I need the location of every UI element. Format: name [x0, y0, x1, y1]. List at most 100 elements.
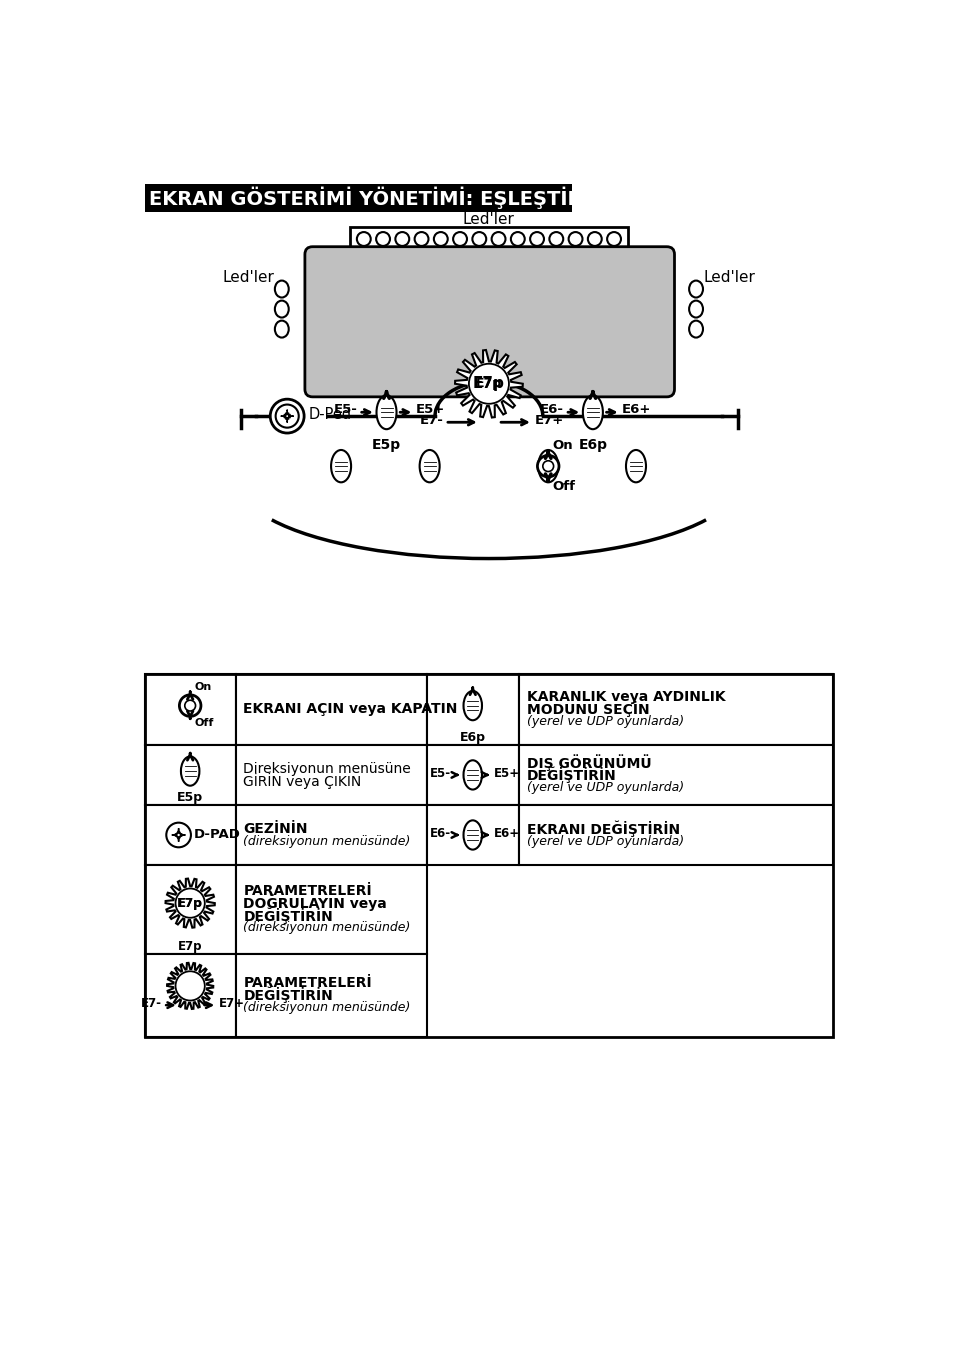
Text: (yerel ve UDP oyunlarda): (yerel ve UDP oyunlarda) — [526, 716, 683, 728]
Text: E5p: E5p — [372, 439, 400, 452]
Circle shape — [375, 232, 390, 246]
Bar — [145, 185, 572, 212]
Text: E6-: E6- — [539, 404, 563, 416]
Circle shape — [530, 232, 543, 246]
Text: Led'ler: Led'ler — [703, 270, 755, 285]
Text: E7p: E7p — [177, 896, 203, 910]
Polygon shape — [455, 350, 522, 417]
Circle shape — [185, 701, 195, 711]
Text: (direksiyonun menüsünde): (direksiyonun menüsünde) — [243, 834, 410, 848]
Text: KARANLIK veya AYDINLIK: KARANLIK veya AYDINLIK — [526, 690, 724, 705]
Ellipse shape — [419, 450, 439, 482]
Bar — [235, 865, 426, 953]
Circle shape — [166, 822, 191, 848]
Circle shape — [175, 971, 205, 1000]
Text: DOĞRULAYIN veya: DOĞRULAYIN veya — [243, 895, 387, 911]
Bar — [235, 674, 426, 745]
Text: GEZİNİN: GEZİNİN — [243, 822, 308, 836]
Text: DEĞİŞTİRİN: DEĞİŞTİRİN — [243, 907, 333, 923]
FancyBboxPatch shape — [305, 247, 674, 397]
Text: E6p: E6p — [578, 439, 607, 452]
Bar — [145, 805, 235, 865]
Text: PARAMETRELERİ: PARAMETRELERİ — [243, 884, 372, 898]
Text: (yerel ve UDP oyunlarda): (yerel ve UDP oyunlarda) — [526, 834, 683, 848]
Ellipse shape — [463, 691, 481, 721]
Bar — [518, 805, 832, 865]
Bar — [145, 674, 832, 1037]
Circle shape — [270, 400, 304, 433]
Text: D-Ped: D-Ped — [309, 408, 352, 423]
Circle shape — [175, 888, 205, 918]
Circle shape — [469, 363, 508, 404]
Text: E5-: E5- — [430, 767, 451, 780]
Ellipse shape — [688, 320, 702, 338]
Ellipse shape — [582, 396, 602, 429]
Text: E6+: E6+ — [494, 828, 520, 840]
Circle shape — [275, 405, 298, 428]
Circle shape — [537, 455, 558, 477]
Bar — [235, 805, 426, 865]
Text: D-PAD: D-PAD — [193, 829, 241, 841]
Text: PARAMETRELERİ: PARAMETRELERİ — [243, 976, 372, 990]
Text: EKRAN GÖSTERİMİ YÖNETİMİ: EŞLEŞTİRME: EKRAN GÖSTERİMİ YÖNETİMİ: EŞLEŞTİRME — [150, 186, 615, 209]
Ellipse shape — [274, 301, 289, 317]
Polygon shape — [167, 963, 213, 1008]
Bar — [426, 674, 518, 745]
Ellipse shape — [625, 450, 645, 482]
Bar — [426, 745, 518, 805]
Circle shape — [179, 695, 201, 717]
Text: E5+: E5+ — [416, 404, 444, 416]
Bar — [350, 227, 627, 251]
Text: MODUNU SEÇİN: MODUNU SEÇİN — [526, 702, 649, 717]
Circle shape — [606, 232, 620, 246]
Circle shape — [587, 232, 601, 246]
Text: E7p: E7p — [473, 377, 504, 392]
Text: Led'ler: Led'ler — [462, 212, 515, 227]
Polygon shape — [166, 879, 214, 927]
Text: Off: Off — [552, 481, 576, 494]
Ellipse shape — [537, 450, 558, 482]
Ellipse shape — [274, 320, 289, 338]
Text: On: On — [552, 439, 573, 452]
Circle shape — [472, 232, 486, 246]
Text: E7p: E7p — [177, 940, 202, 953]
Circle shape — [568, 232, 582, 246]
Text: On: On — [193, 682, 211, 693]
Text: E7+: E7+ — [218, 998, 244, 1010]
Ellipse shape — [181, 756, 199, 786]
Bar — [518, 674, 832, 745]
Ellipse shape — [331, 450, 351, 482]
Text: DIŞ GÖRÜNÜMÜ: DIŞ GÖRÜNÜMÜ — [526, 755, 651, 771]
Circle shape — [415, 232, 428, 246]
Text: E7p: E7p — [177, 896, 202, 910]
Text: DEĞİŞTİRİN: DEĞİŞTİRİN — [526, 767, 616, 783]
Text: E7+: E7+ — [534, 414, 563, 427]
Text: DEĞİŞTİRİN: DEĞİŞTİRİN — [243, 987, 333, 1003]
Text: Direksiyonun menüsüne: Direksiyonun menüsüne — [243, 761, 411, 776]
Bar — [235, 953, 426, 1037]
Ellipse shape — [274, 281, 289, 297]
Text: E7p: E7p — [476, 377, 501, 390]
Text: EKRANI AÇIN veya KAPATIN: EKRANI AÇIN veya KAPATIN — [243, 702, 457, 717]
Bar — [145, 745, 235, 805]
Text: GİRİN veya ÇIKIN: GİRİN veya ÇIKIN — [243, 774, 361, 788]
Circle shape — [549, 232, 562, 246]
Circle shape — [542, 460, 553, 471]
Text: (yerel ve UDP oyunlarda): (yerel ve UDP oyunlarda) — [526, 780, 683, 794]
Circle shape — [453, 232, 466, 246]
Bar — [145, 865, 235, 953]
Ellipse shape — [376, 396, 396, 429]
Bar — [145, 953, 235, 1037]
Text: EKRANI DEĞİŞTİRİN: EKRANI DEĞİŞTİRİN — [526, 821, 679, 837]
Text: E7-: E7- — [140, 998, 161, 1010]
Text: (direksiyonun menüsünde): (direksiyonun menüsünde) — [243, 921, 410, 934]
Text: E6-: E6- — [430, 828, 451, 840]
Text: E6+: E6+ — [621, 404, 651, 416]
Text: E5p: E5p — [177, 791, 203, 803]
Ellipse shape — [463, 760, 481, 790]
Text: Off: Off — [193, 718, 213, 729]
Ellipse shape — [463, 821, 481, 849]
Text: E6p: E6p — [459, 730, 485, 744]
Bar — [235, 745, 426, 805]
Ellipse shape — [688, 281, 702, 297]
